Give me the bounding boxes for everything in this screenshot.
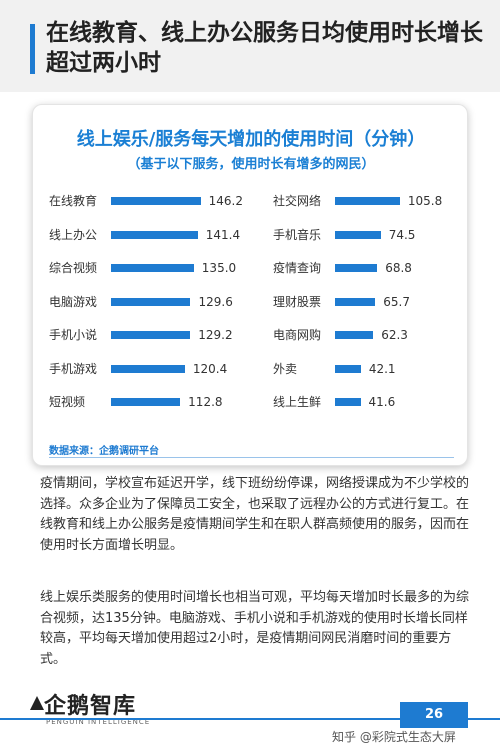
value-label: 41.6: [368, 395, 396, 409]
value-label: 62.3: [381, 328, 408, 342]
chart-title: 线上娱乐/服务每天增加的使用时间（分钟）: [76, 129, 426, 150]
value-label: 68.8: [385, 261, 412, 275]
bar-row: 电商网购 62.3: [273, 325, 473, 345]
bar: [111, 364, 185, 373]
bar-row: 疫情查询 68.8: [273, 258, 473, 278]
bar-row: 外卖 42.1: [273, 359, 473, 379]
source-divider: [49, 457, 454, 458]
bar: [111, 197, 201, 205]
page-number: 26: [400, 702, 468, 728]
bar-row: 在线教育 146.2: [49, 191, 249, 211]
value-label: 42.1: [368, 361, 396, 376]
body-paragraph-2: 线上娱乐类服务的使用时间增长也相当可观，平均每天增加时长最多的为综合视频，达13…: [40, 590, 470, 667]
bar-row: 电脑游戏 129.6: [49, 292, 249, 312]
watermark: 知乎 @彩院式生态大屏: [332, 730, 456, 744]
category-label: 在线教育: [49, 194, 98, 208]
category-label: 电商网购: [273, 328, 322, 342]
bar: [335, 297, 376, 306]
body-paragraph-1: 疫情期间，学校宣布延迟开学，线下班纷纷停课，网络授课成为不少学校的选择。众多企业…: [40, 476, 470, 553]
bar: [111, 264, 194, 272]
category-label: 电脑游戏: [49, 294, 98, 309]
logo-text: 企鹅智库: [44, 694, 137, 719]
value-label: 65.7: [383, 294, 410, 309]
category-label: 手机小说: [49, 328, 98, 342]
bar-row: 社交网络 105.8: [273, 191, 473, 211]
bar-row: 手机小说 129.2: [49, 325, 249, 345]
bar: [335, 197, 400, 205]
category-label: 短视频: [49, 395, 86, 409]
value-label: 129.2: [198, 328, 233, 342]
category-label: 疫情查询: [273, 261, 322, 275]
bar: [335, 364, 361, 373]
bar-row: 理财股票 65.7: [273, 292, 473, 312]
value-label: 112.8: [188, 395, 223, 409]
value-label: 105.8: [407, 194, 443, 208]
category-label: 线上办公: [49, 227, 98, 242]
value-label: 141.4: [205, 227, 241, 242]
value-label: 135.0: [201, 261, 237, 275]
footer-divider: [0, 718, 500, 720]
value-label: 129.6: [198, 294, 233, 309]
bar-row: 短视频 112.8: [49, 392, 249, 412]
category-label: 综合视频: [49, 261, 98, 275]
header-accent-bar: [30, 24, 35, 74]
penguin-icon: [30, 696, 44, 710]
category-label: 外卖: [273, 361, 298, 376]
bar: [111, 230, 198, 239]
category-label: 线上生鲜: [273, 395, 322, 409]
bar: [111, 398, 181, 406]
penguin-logo: 企鹅智库 PENGUIN INTELLIGENCE: [28, 688, 158, 740]
value-label: 146.2: [208, 194, 244, 208]
bar-row: 手机游戏 120.4: [49, 359, 249, 379]
bar-row: 综合视频 135.0: [49, 258, 249, 278]
data-source: 数据来源：企鹅调研平台: [49, 446, 159, 457]
bar-row: 手机音乐 74.5: [273, 225, 473, 245]
category-label: 手机游戏: [49, 361, 98, 376]
bar: [111, 331, 191, 339]
bar-row: 线上生鲜 41.6: [273, 392, 473, 412]
bar: [335, 398, 361, 406]
value-label: 120.4: [192, 361, 228, 376]
bar: [335, 331, 374, 339]
chart-card: 线上娱乐/服务每天增加的使用时间（分钟） （基于以下服务，使用时长有增多的网民）…: [32, 104, 468, 466]
bar: [335, 230, 381, 239]
chart-subtitle: （基于以下服务，使用时长有增多的网民）: [127, 157, 375, 172]
category-label: 手机音乐: [273, 227, 322, 242]
value-label: 74.5: [388, 227, 416, 242]
bar-row: 线上办公 141.4: [49, 225, 249, 245]
page-title: 在线教育、线上办公服务日均使用时长增长超过两小时: [46, 20, 483, 76]
page-header: 在线教育、线上办公服务日均使用时长增长超过两小时: [0, 0, 500, 92]
bar: [335, 264, 378, 272]
category-label: 社交网络: [273, 194, 322, 208]
category-label: 理财股票: [273, 294, 322, 309]
bar: [111, 297, 191, 306]
logo-subtext: PENGUIN INTELLIGENCE: [46, 718, 151, 726]
